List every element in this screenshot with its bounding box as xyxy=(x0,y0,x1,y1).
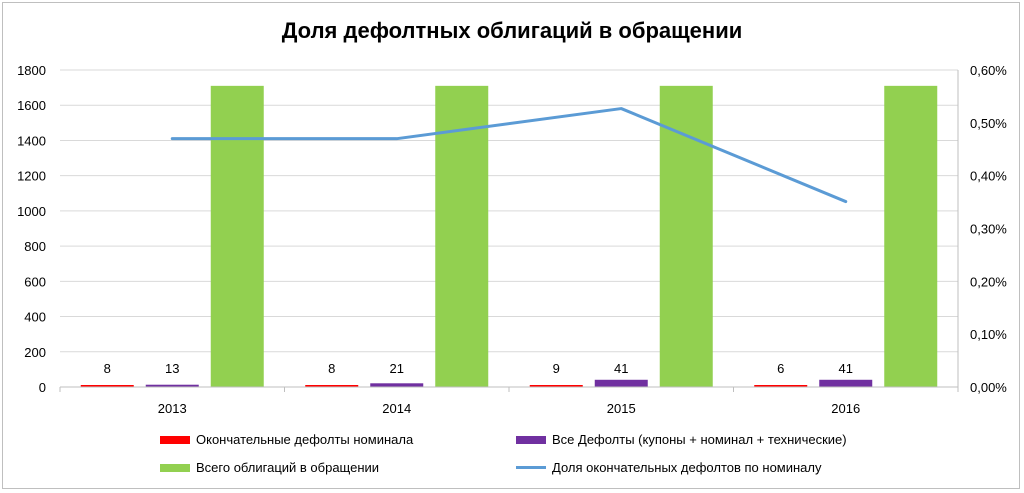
bar xyxy=(435,85,489,387)
bar xyxy=(884,85,938,387)
axes: 0 200 400 600 800 1000 1200 1400 1600 1800 0,00% 0,… xyxy=(17,63,1007,416)
line-series xyxy=(170,107,848,204)
legend-item-final-defaults: Окончательные дефолты номинала xyxy=(160,432,413,447)
data-label: 8 xyxy=(104,361,111,376)
data-label: 41 xyxy=(614,361,628,376)
bar xyxy=(145,384,199,387)
line-series-path xyxy=(170,107,848,204)
data-label: 13 xyxy=(165,361,179,376)
y-tick-label: 200 xyxy=(24,345,46,360)
bar xyxy=(80,385,134,387)
data-label: 9 xyxy=(553,361,560,376)
legend-label: Доля окончательных дефолтов по номиналу xyxy=(552,460,822,475)
bar xyxy=(305,385,359,387)
bar xyxy=(210,85,264,387)
y-tick-label: 400 xyxy=(24,310,46,325)
chart-title: Доля дефолтных облигаций в обращении xyxy=(281,18,743,43)
bar xyxy=(659,85,713,387)
y2-tick-label: 0,30% xyxy=(970,222,1007,237)
x-tick-label: 2016 xyxy=(831,401,860,416)
data-label: 41 xyxy=(839,361,853,376)
legend-swatch xyxy=(516,435,546,444)
legend-item-default-share: Доля окончательных дефолтов по номиналу xyxy=(516,460,822,475)
x-tick-label: 2015 xyxy=(607,401,636,416)
bars xyxy=(80,85,938,387)
bar xyxy=(370,383,424,387)
legend-swatch xyxy=(160,463,190,472)
y2-tick-label: 0,40% xyxy=(970,169,1007,184)
data-label: 21 xyxy=(390,361,404,376)
x-tick-label: 2014 xyxy=(382,401,411,416)
y2-tick-label: 0,50% xyxy=(970,116,1007,131)
y-tick-label: 1200 xyxy=(17,169,46,184)
y-tick-label: 800 xyxy=(24,239,46,254)
legend-line-swatch xyxy=(516,466,546,469)
data-label: 8 xyxy=(328,361,335,376)
y2-tick-label: 0,60% xyxy=(970,63,1007,78)
y-tick-label: 1800 xyxy=(17,63,46,78)
legend-swatch xyxy=(160,435,190,444)
legend-item-total-bonds: Всего облигаций в обращении xyxy=(160,460,379,475)
gridlines xyxy=(60,69,958,353)
data-label: 6 xyxy=(777,361,784,376)
y2-tick-label: 0,10% xyxy=(970,327,1007,342)
legend-label: Все Дефолты (купоны + номинал + техничес… xyxy=(552,432,847,447)
y2-tick-label: 0,00% xyxy=(970,380,1007,395)
legend-label: Окончательные дефолты номинала xyxy=(196,432,414,447)
y-tick-label: 1400 xyxy=(17,133,46,148)
bar xyxy=(594,379,648,387)
bar xyxy=(529,385,583,387)
y2-tick-label: 0,20% xyxy=(970,274,1007,289)
y-tick-label: 600 xyxy=(24,274,46,289)
x-tick-label: 2013 xyxy=(158,401,187,416)
bar xyxy=(819,379,873,387)
legend-label: Всего облигаций в обращении xyxy=(196,460,380,475)
legend-item-all-defaults: Все Дефолты (купоны + номинал + техничес… xyxy=(516,432,847,447)
y-tick-label: 0 xyxy=(39,380,46,395)
y-tick-label: 1600 xyxy=(17,98,46,113)
y-tick-label: 1000 xyxy=(17,204,46,219)
data-labels: 8 13 8 21 9 41 6 41 xyxy=(104,361,853,376)
bar xyxy=(754,385,808,387)
